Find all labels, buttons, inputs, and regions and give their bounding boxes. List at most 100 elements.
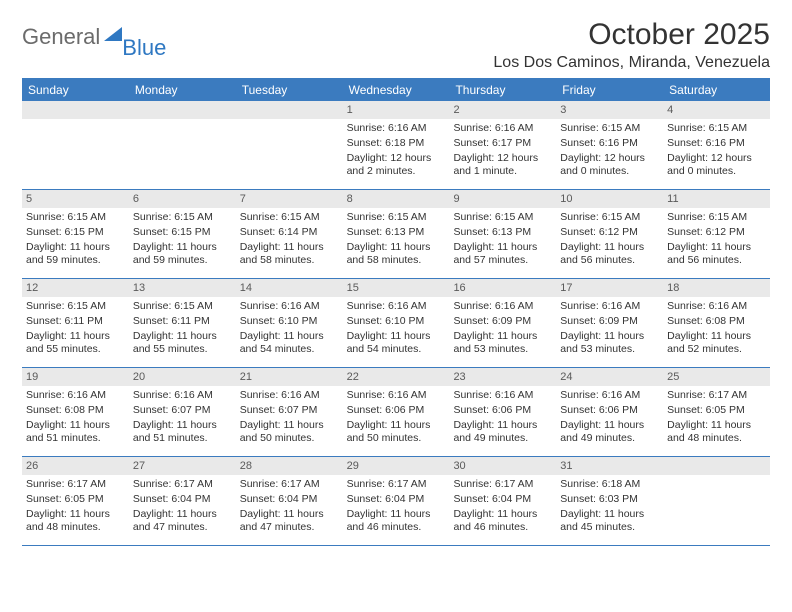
day-cell: 1Sunrise: 6:16 AMSunset: 6:18 PMDaylight… bbox=[343, 101, 450, 189]
sunset-text: Sunset: 6:14 PM bbox=[240, 226, 339, 240]
daylight-text: Daylight: 11 hours and 49 minutes. bbox=[560, 419, 659, 446]
day-number: 16 bbox=[449, 279, 556, 297]
sunrise-text: Sunrise: 6:16 AM bbox=[240, 389, 339, 403]
sunset-text: Sunset: 6:06 PM bbox=[560, 404, 659, 418]
daylight-text: Daylight: 11 hours and 51 minutes. bbox=[133, 419, 232, 446]
sunrise-text: Sunrise: 6:15 AM bbox=[453, 211, 552, 225]
daylight-text: Daylight: 11 hours and 55 minutes. bbox=[26, 330, 125, 357]
sunset-text: Sunset: 6:09 PM bbox=[453, 315, 552, 329]
sunrise-text: Sunrise: 6:15 AM bbox=[560, 211, 659, 225]
header: General Blue October 2025 Los Dos Camino… bbox=[22, 18, 770, 72]
daylight-text: Daylight: 11 hours and 54 minutes. bbox=[347, 330, 446, 357]
location: Los Dos Caminos, Miranda, Venezuela bbox=[493, 54, 770, 72]
day-cell bbox=[129, 101, 236, 189]
day-number: 22 bbox=[343, 368, 450, 386]
day-number: 9 bbox=[449, 190, 556, 208]
day-number: 2 bbox=[449, 101, 556, 119]
sunset-text: Sunset: 6:18 PM bbox=[347, 137, 446, 151]
sunrise-text: Sunrise: 6:17 AM bbox=[453, 478, 552, 492]
sunrise-text: Sunrise: 6:17 AM bbox=[347, 478, 446, 492]
day-cell: 21Sunrise: 6:16 AMSunset: 6:07 PMDayligh… bbox=[236, 368, 343, 456]
day-header-mon: Monday bbox=[129, 79, 236, 101]
day-cell: 27Sunrise: 6:17 AMSunset: 6:04 PMDayligh… bbox=[129, 457, 236, 545]
day-cell: 9Sunrise: 6:15 AMSunset: 6:13 PMDaylight… bbox=[449, 190, 556, 278]
daylight-text: Daylight: 11 hours and 58 minutes. bbox=[347, 241, 446, 268]
daylight-text: Daylight: 11 hours and 46 minutes. bbox=[347, 508, 446, 535]
day-header-sat: Saturday bbox=[663, 79, 770, 101]
week-row: 19Sunrise: 6:16 AMSunset: 6:08 PMDayligh… bbox=[22, 368, 770, 457]
logo-text-general: General bbox=[22, 24, 100, 50]
sunrise-text: Sunrise: 6:16 AM bbox=[560, 389, 659, 403]
daylight-text: Daylight: 11 hours and 47 minutes. bbox=[240, 508, 339, 535]
day-number: 12 bbox=[22, 279, 129, 297]
daylight-text: Daylight: 11 hours and 59 minutes. bbox=[26, 241, 125, 268]
day-number: 27 bbox=[129, 457, 236, 475]
sunset-text: Sunset: 6:12 PM bbox=[667, 226, 766, 240]
day-number: 13 bbox=[129, 279, 236, 297]
sunrise-text: Sunrise: 6:16 AM bbox=[240, 300, 339, 314]
daylight-text: Daylight: 11 hours and 53 minutes. bbox=[453, 330, 552, 357]
daylight-text: Daylight: 11 hours and 56 minutes. bbox=[667, 241, 766, 268]
sunrise-text: Sunrise: 6:15 AM bbox=[26, 211, 125, 225]
sunrise-text: Sunrise: 6:15 AM bbox=[133, 300, 232, 314]
day-cell: 3Sunrise: 6:15 AMSunset: 6:16 PMDaylight… bbox=[556, 101, 663, 189]
sunset-text: Sunset: 6:09 PM bbox=[560, 315, 659, 329]
sunset-text: Sunset: 6:07 PM bbox=[133, 404, 232, 418]
day-cell: 14Sunrise: 6:16 AMSunset: 6:10 PMDayligh… bbox=[236, 279, 343, 367]
day-number: 17 bbox=[556, 279, 663, 297]
sunset-text: Sunset: 6:13 PM bbox=[347, 226, 446, 240]
daylight-text: Daylight: 11 hours and 52 minutes. bbox=[667, 330, 766, 357]
daylight-text: Daylight: 11 hours and 45 minutes. bbox=[560, 508, 659, 535]
month-title: October 2025 bbox=[493, 18, 770, 52]
day-number bbox=[663, 457, 770, 475]
day-cell: 15 Sunrise: 6:16 AMSunset: 6:10 PMDayligh… bbox=[343, 279, 450, 367]
day-number: 20 bbox=[129, 368, 236, 386]
week-row: 26Sunrise: 6:17 AMSunset: 6:05 PMDayligh… bbox=[22, 457, 770, 546]
day-header-fri: Friday bbox=[556, 79, 663, 101]
daylight-text: Daylight: 12 hours and 0 minutes. bbox=[667, 152, 766, 179]
day-cell: 12Sunrise: 6:15 AMSunset: 6:11 PMDayligh… bbox=[22, 279, 129, 367]
sunset-text: Sunset: 6:15 PM bbox=[133, 226, 232, 240]
sunrise-text: Sunrise: 6:16 AM bbox=[347, 122, 446, 136]
day-cell: 13Sunrise: 6:15 AMSunset: 6:11 PMDayligh… bbox=[129, 279, 236, 367]
sunrise-text: Sunrise: 6:16 AM bbox=[347, 300, 446, 314]
day-number: 5 bbox=[22, 190, 129, 208]
day-cell: 17Sunrise: 6:16 AMSunset: 6:09 PMDayligh… bbox=[556, 279, 663, 367]
sunrise-text: Sunrise: 6:16 AM bbox=[26, 389, 125, 403]
day-number: 21 bbox=[236, 368, 343, 386]
week-row: 5Sunrise: 6:15 AMSunset: 6:15 PMDaylight… bbox=[22, 190, 770, 279]
day-cell: 4Sunrise: 6:15 AMSunset: 6:16 PMDaylight… bbox=[663, 101, 770, 189]
sunset-text: Sunset: 6:07 PM bbox=[240, 404, 339, 418]
day-header-tue: Tuesday bbox=[236, 79, 343, 101]
sunset-text: Sunset: 6:04 PM bbox=[240, 493, 339, 507]
day-number: 25 bbox=[663, 368, 770, 386]
daylight-text: Daylight: 12 hours and 1 minute. bbox=[453, 152, 552, 179]
daylight-text: Daylight: 11 hours and 51 minutes. bbox=[26, 419, 125, 446]
day-cell: 20Sunrise: 6:16 AMSunset: 6:07 PMDayligh… bbox=[129, 368, 236, 456]
day-number: 28 bbox=[236, 457, 343, 475]
daylight-text: Daylight: 11 hours and 48 minutes. bbox=[26, 508, 125, 535]
sunset-text: Sunset: 6:12 PM bbox=[560, 226, 659, 240]
daylight-text: Daylight: 11 hours and 59 minutes. bbox=[133, 241, 232, 268]
day-number: 7 bbox=[236, 190, 343, 208]
day-cell: 8Sunrise: 6:15 AMSunset: 6:13 PMDaylight… bbox=[343, 190, 450, 278]
day-number: 15 bbox=[343, 279, 450, 297]
day-number bbox=[22, 101, 129, 119]
day-cell: 19Sunrise: 6:16 AMSunset: 6:08 PMDayligh… bbox=[22, 368, 129, 456]
sunset-text: Sunset: 6:04 PM bbox=[347, 493, 446, 507]
day-number: 1 bbox=[343, 101, 450, 119]
sunset-text: Sunset: 6:17 PM bbox=[453, 137, 552, 151]
weeks-container: 1Sunrise: 6:16 AMSunset: 6:18 PMDaylight… bbox=[22, 101, 770, 546]
daylight-text: Daylight: 11 hours and 46 minutes. bbox=[453, 508, 552, 535]
day-number: 26 bbox=[22, 457, 129, 475]
day-cell: 6Sunrise: 6:15 AMSunset: 6:15 PMDaylight… bbox=[129, 190, 236, 278]
day-number bbox=[129, 101, 236, 119]
sunset-text: Sunset: 6:10 PM bbox=[347, 315, 446, 329]
sunset-text: Sunset: 6:08 PM bbox=[26, 404, 125, 418]
sunrise-text: Sunrise: 6:18 AM bbox=[560, 478, 659, 492]
sunrise-text: Sunrise: 6:15 AM bbox=[26, 300, 125, 314]
day-cell: 2Sunrise: 6:16 AMSunset: 6:17 PMDaylight… bbox=[449, 101, 556, 189]
day-cell: 30Sunrise: 6:17 AMSunset: 6:04 PMDayligh… bbox=[449, 457, 556, 545]
daylight-text: Daylight: 11 hours and 53 minutes. bbox=[560, 330, 659, 357]
title-block: October 2025 Los Dos Caminos, Miranda, V… bbox=[493, 18, 770, 72]
